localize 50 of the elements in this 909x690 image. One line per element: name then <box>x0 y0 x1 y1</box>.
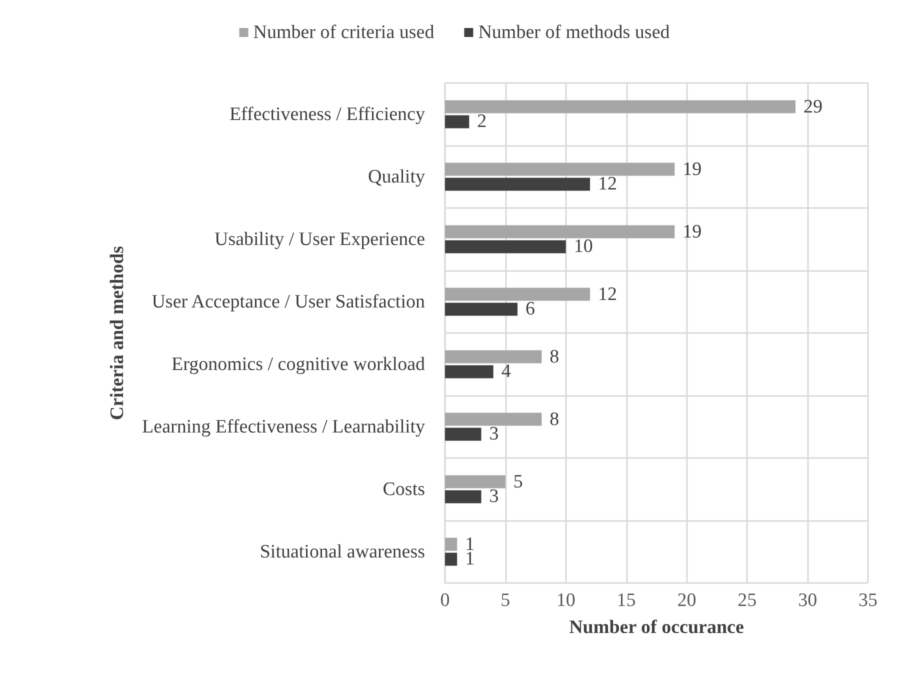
data-label: 8 <box>550 346 560 368</box>
bar <box>445 365 494 378</box>
data-label: 6 <box>526 298 536 320</box>
bar <box>445 162 675 176</box>
data-label: 12 <box>598 174 618 195</box>
x-tick-label: 15 <box>616 590 636 611</box>
x-tick-label: 35 <box>858 590 878 611</box>
bar <box>445 412 542 426</box>
bar <box>445 350 542 364</box>
bar <box>445 302 518 316</box>
x-tick-label: 30 <box>798 590 818 611</box>
y-axis-title: Criteria and methods <box>107 246 128 420</box>
x-tick-label: 10 <box>556 590 576 611</box>
y-tick-label: Effectiveness / Efficiency <box>229 104 426 125</box>
bar <box>445 428 482 441</box>
x-tick-label: 20 <box>677 590 696 611</box>
bar <box>445 552 458 566</box>
y-tick-label: Situational awareness <box>260 541 425 562</box>
y-tick-label: Ergonomics / cognitive workload <box>172 354 426 375</box>
bar <box>445 538 458 551</box>
x-tick-label: 25 <box>738 590 757 611</box>
x-axis-title: Number of occurance <box>569 617 744 638</box>
bar <box>445 475 506 488</box>
legend-label: Number of criteria used <box>253 22 435 43</box>
data-label: 12 <box>598 284 618 305</box>
bar <box>445 288 590 301</box>
bar <box>445 100 796 114</box>
data-label: 5 <box>513 471 523 492</box>
data-label: 4 <box>501 361 512 382</box>
bar <box>445 225 675 238</box>
y-tick-label: Learning Effectiveness / Learnability <box>142 416 426 438</box>
y-tick-label: Quality <box>368 166 426 188</box>
data-label: 3 <box>489 424 499 445</box>
bar <box>445 490 482 504</box>
data-label: 3 <box>489 486 499 508</box>
y-tick-label: User Acceptance / User Satisfaction <box>152 291 426 312</box>
data-label: 19 <box>682 158 702 180</box>
bar <box>445 178 590 191</box>
y-tick-label: Costs <box>382 478 425 500</box>
data-label: 19 <box>682 221 702 242</box>
legend-label: Number of methods used <box>478 22 670 43</box>
data-label: 10 <box>574 236 593 258</box>
x-tick-label: 0 <box>440 590 450 611</box>
bar <box>445 240 566 254</box>
data-label: 8 <box>550 408 560 430</box>
data-label: 29 <box>803 96 822 118</box>
x-tick-label: 5 <box>500 590 510 611</box>
y-tick-label: Usability / User Experience <box>214 228 425 250</box>
bar <box>445 115 470 128</box>
data-label: 2 <box>477 111 487 132</box>
